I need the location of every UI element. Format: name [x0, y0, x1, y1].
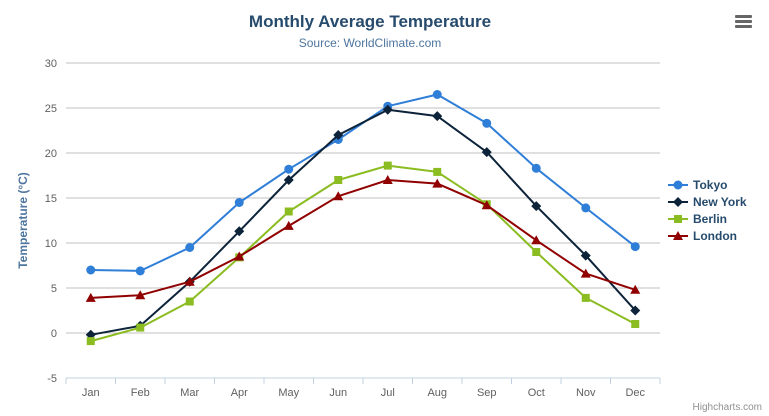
legend-item-new-york[interactable]: New York [668, 193, 747, 210]
point-new-york-apr[interactable] [234, 226, 245, 237]
series-new-york[interactable] [85, 104, 641, 340]
point-london-apr[interactable] [234, 251, 245, 261]
square-marker-glyph [674, 214, 682, 223]
point-london-jan[interactable] [85, 292, 96, 302]
point-berlin-oct[interactable] [532, 248, 541, 256]
x-axis-label: Dec [625, 387, 645, 399]
point-london-oct[interactable] [531, 235, 542, 245]
legend-label: London [693, 228, 737, 243]
hamburger-icon [734, 25, 752, 28]
hamburger-icon [734, 20, 752, 23]
export-menu-button[interactable] [733, 13, 753, 31]
y-axis-label: 20 [45, 148, 57, 160]
point-london-feb[interactable] [135, 290, 146, 300]
y-axis-label: 0 [51, 328, 57, 340]
point-berlin-feb[interactable] [136, 323, 145, 332]
point-new-york-sep[interactable] [481, 147, 492, 158]
point-berlin-may[interactable] [284, 207, 293, 216]
y-axis-label: 15 [45, 193, 57, 205]
point-tokyo-mar[interactable] [185, 243, 195, 252]
point-new-york-jul[interactable] [382, 104, 393, 115]
point-new-york-aug[interactable] [432, 111, 443, 122]
triangle-marker-icon [668, 230, 688, 240]
x-axis-label: Oct [528, 387, 545, 399]
series-london[interactable] [85, 175, 641, 302]
x-axis-label: Sep [477, 387, 497, 399]
point-london-jun[interactable] [333, 191, 344, 201]
y-axis-title: Temperature (°C) [16, 172, 30, 269]
circle-marker-icon [668, 180, 688, 189]
legend-label: New York [693, 194, 747, 209]
point-new-york-oct[interactable] [531, 201, 542, 212]
x-axis-label: Nov [576, 387, 596, 399]
chart-title: Monthly Average Temperature [248, 12, 492, 31]
diamond-marker-glyph [673, 196, 683, 207]
point-tokyo-oct[interactable] [531, 163, 541, 173]
point-tokyo-nov[interactable] [581, 203, 591, 213]
point-tokyo-dec[interactable] [630, 242, 640, 252]
x-axis-label: Jul [381, 387, 395, 399]
point-berlin-dec[interactable] [631, 320, 640, 328]
point-berlin-jul[interactable] [383, 161, 392, 170]
point-tokyo-apr[interactable] [234, 198, 244, 207]
legend: Tokyo New York Berlin London [668, 176, 747, 244]
legend-label: Tokyo [693, 177, 728, 192]
point-berlin-jan[interactable] [86, 337, 95, 346]
point-london-nov[interactable] [580, 268, 591, 278]
x-axis-label: Mar [180, 387, 199, 399]
point-london-jul[interactable] [382, 175, 393, 184]
y-axis-label: 5 [51, 283, 57, 295]
x-axis-label: Apr [231, 387, 248, 399]
point-new-york-dec[interactable] [630, 305, 641, 316]
y-axis-label: 25 [45, 103, 57, 115]
credits-link[interactable]: Highcharts.com [692, 402, 762, 413]
point-berlin-jun[interactable] [334, 176, 343, 184]
square-marker-icon [668, 214, 688, 223]
legend-item-tokyo[interactable]: Tokyo [668, 176, 747, 193]
legend-label: Berlin [693, 211, 728, 226]
series-line-berlin[interactable] [90, 164, 636, 343]
point-london-may[interactable] [283, 220, 294, 230]
point-new-york-nov[interactable] [580, 250, 591, 261]
x-axis-label: Jun [329, 387, 347, 399]
circle-marker-glyph [673, 180, 683, 189]
point-new-york-jun[interactable] [333, 130, 344, 140]
point-tokyo-jan[interactable] [86, 265, 96, 275]
point-berlin-mar[interactable] [185, 297, 194, 306]
series-line-london[interactable] [90, 179, 636, 299]
point-london-dec[interactable] [630, 284, 641, 294]
point-new-york-may[interactable] [283, 175, 294, 185]
hamburger-icon [734, 15, 752, 18]
point-tokyo-sep[interactable] [482, 118, 492, 128]
y-axis-label: 10 [45, 238, 57, 250]
y-axis-label: 30 [45, 58, 57, 70]
x-axis-label: May [278, 387, 299, 399]
x-axis-label: Feb [131, 387, 150, 399]
series-line-tokyo[interactable] [90, 93, 636, 272]
triangle-marker-glyph [673, 230, 683, 240]
legend-item-london[interactable]: London [668, 227, 747, 244]
point-berlin-aug[interactable] [433, 167, 442, 176]
point-tokyo-feb[interactable] [135, 266, 145, 276]
x-axis-label: Aug [427, 387, 447, 399]
legend-item-berlin[interactable]: Berlin [668, 210, 747, 227]
point-berlin-nov[interactable] [581, 293, 590, 302]
series-line-new-york[interactable] [90, 108, 637, 336]
point-london-aug[interactable] [432, 178, 443, 188]
y-axis-label: -5 [47, 373, 57, 385]
point-london-mar[interactable] [184, 276, 195, 286]
diamond-marker-icon [668, 196, 688, 207]
x-axis-label: Jan [82, 387, 100, 399]
point-london-sep[interactable] [481, 200, 492, 210]
series-tokyo[interactable] [86, 90, 640, 276]
chart-subtitle: Source: WorldClimate.com [298, 36, 442, 50]
point-tokyo-aug[interactable] [432, 90, 442, 99]
point-tokyo-may[interactable] [284, 164, 294, 174]
